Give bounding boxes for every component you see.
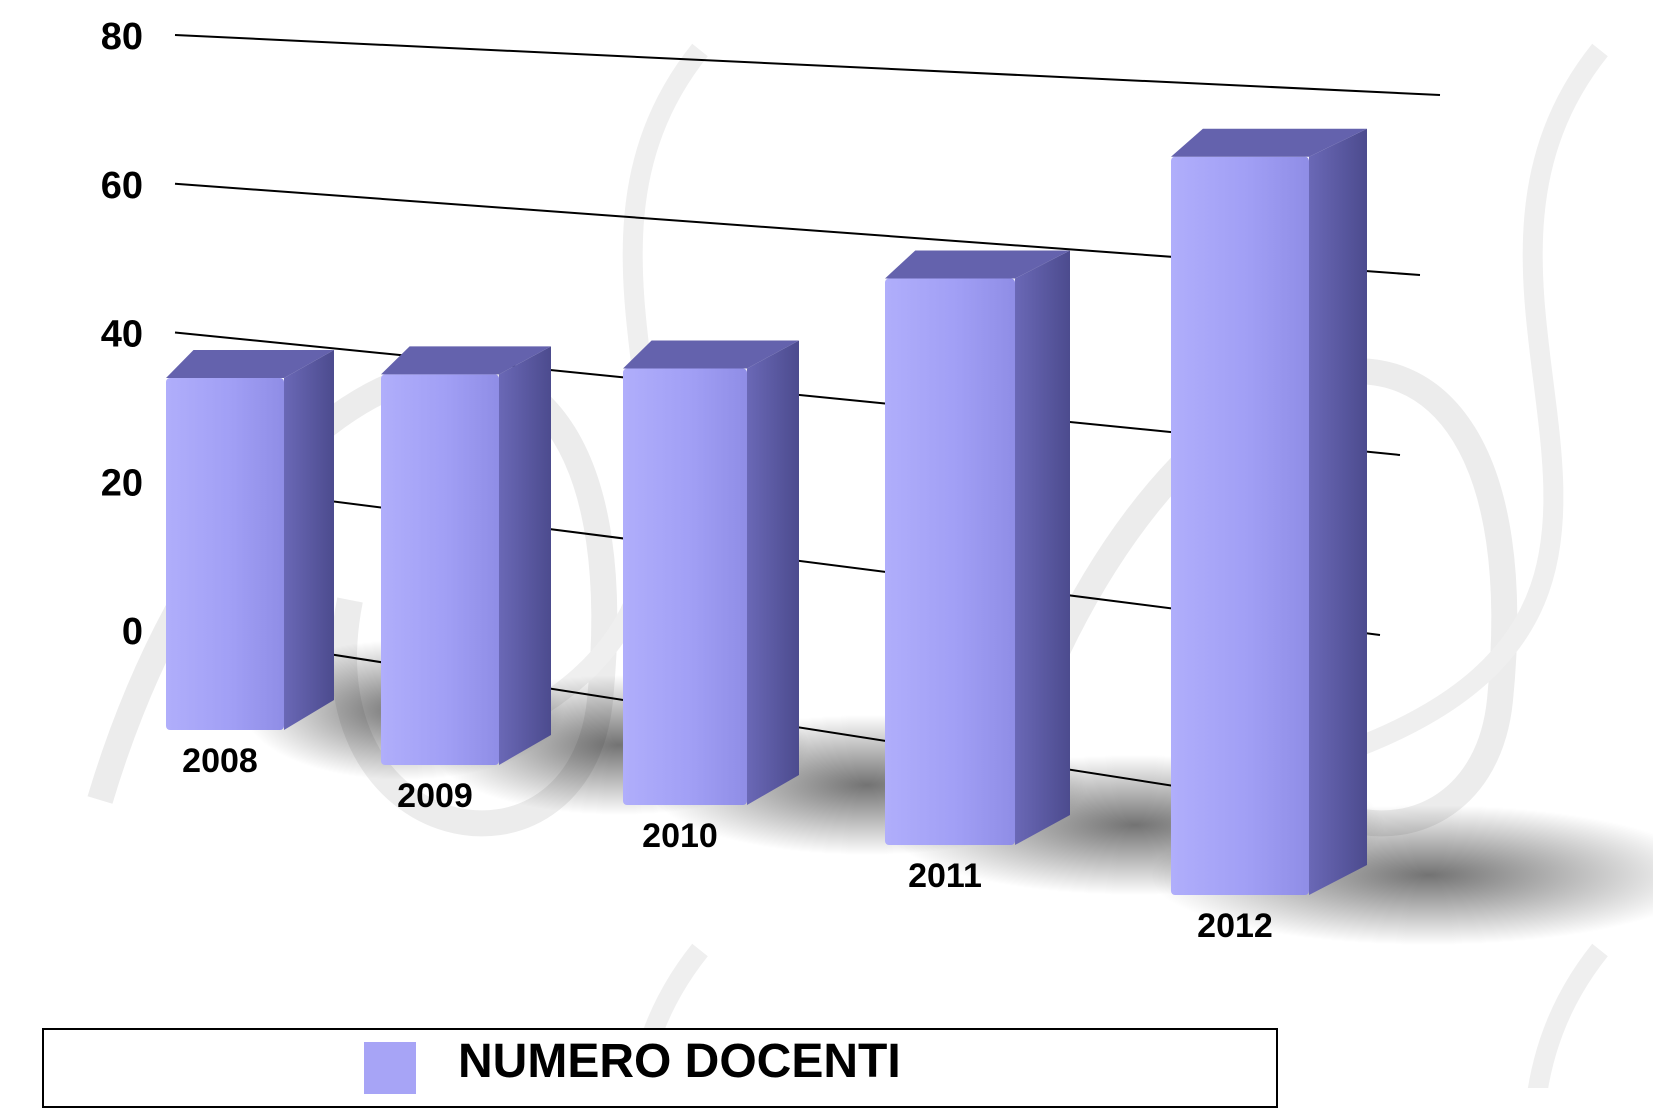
bar-2010 (623, 368, 747, 805)
x-tick-label: 2012 (1197, 907, 1273, 945)
legend-swatch (364, 1042, 416, 1094)
y-tick-label: 60 (101, 165, 143, 207)
bar-2011 (885, 278, 1015, 845)
bar-side-2011 (1015, 250, 1070, 845)
bar-top-2010 (623, 340, 799, 369)
gridline (174, 34, 1441, 96)
bar-top-2009 (381, 346, 551, 375)
legend: NUMERO DOCENTI (42, 1028, 1278, 1108)
x-tick-label: 2010 (642, 817, 718, 855)
bar-top-2012 (1171, 128, 1367, 157)
bar-top-2008 (166, 350, 334, 378)
y-axis-ticks: 0 20 40 60 80 (101, 16, 143, 653)
y-tick-label: 80 (101, 16, 143, 58)
bar-side-2012 (1309, 128, 1367, 895)
bar-side-2009 (499, 346, 551, 765)
legend-label: NUMERO DOCENTI (458, 1035, 901, 1088)
y-tick-label: 0 (122, 611, 143, 653)
y-tick-label: 40 (101, 314, 143, 356)
x-tick-label: 2009 (397, 777, 473, 815)
bar-2012 (1171, 156, 1309, 895)
x-axis-labels: 2008 2009 2010 2011 2012 (182, 742, 1273, 945)
bars (166, 128, 1367, 895)
bar-2008 (166, 378, 284, 730)
y-tick-label: 20 (101, 462, 143, 504)
bar-top-2011 (885, 250, 1070, 279)
x-tick-label: 2011 (908, 857, 982, 895)
x-tick-label: 2008 (182, 742, 258, 780)
bar-side-2010 (747, 340, 799, 805)
bar-side-2008 (284, 350, 334, 730)
bar-2009 (381, 374, 499, 765)
